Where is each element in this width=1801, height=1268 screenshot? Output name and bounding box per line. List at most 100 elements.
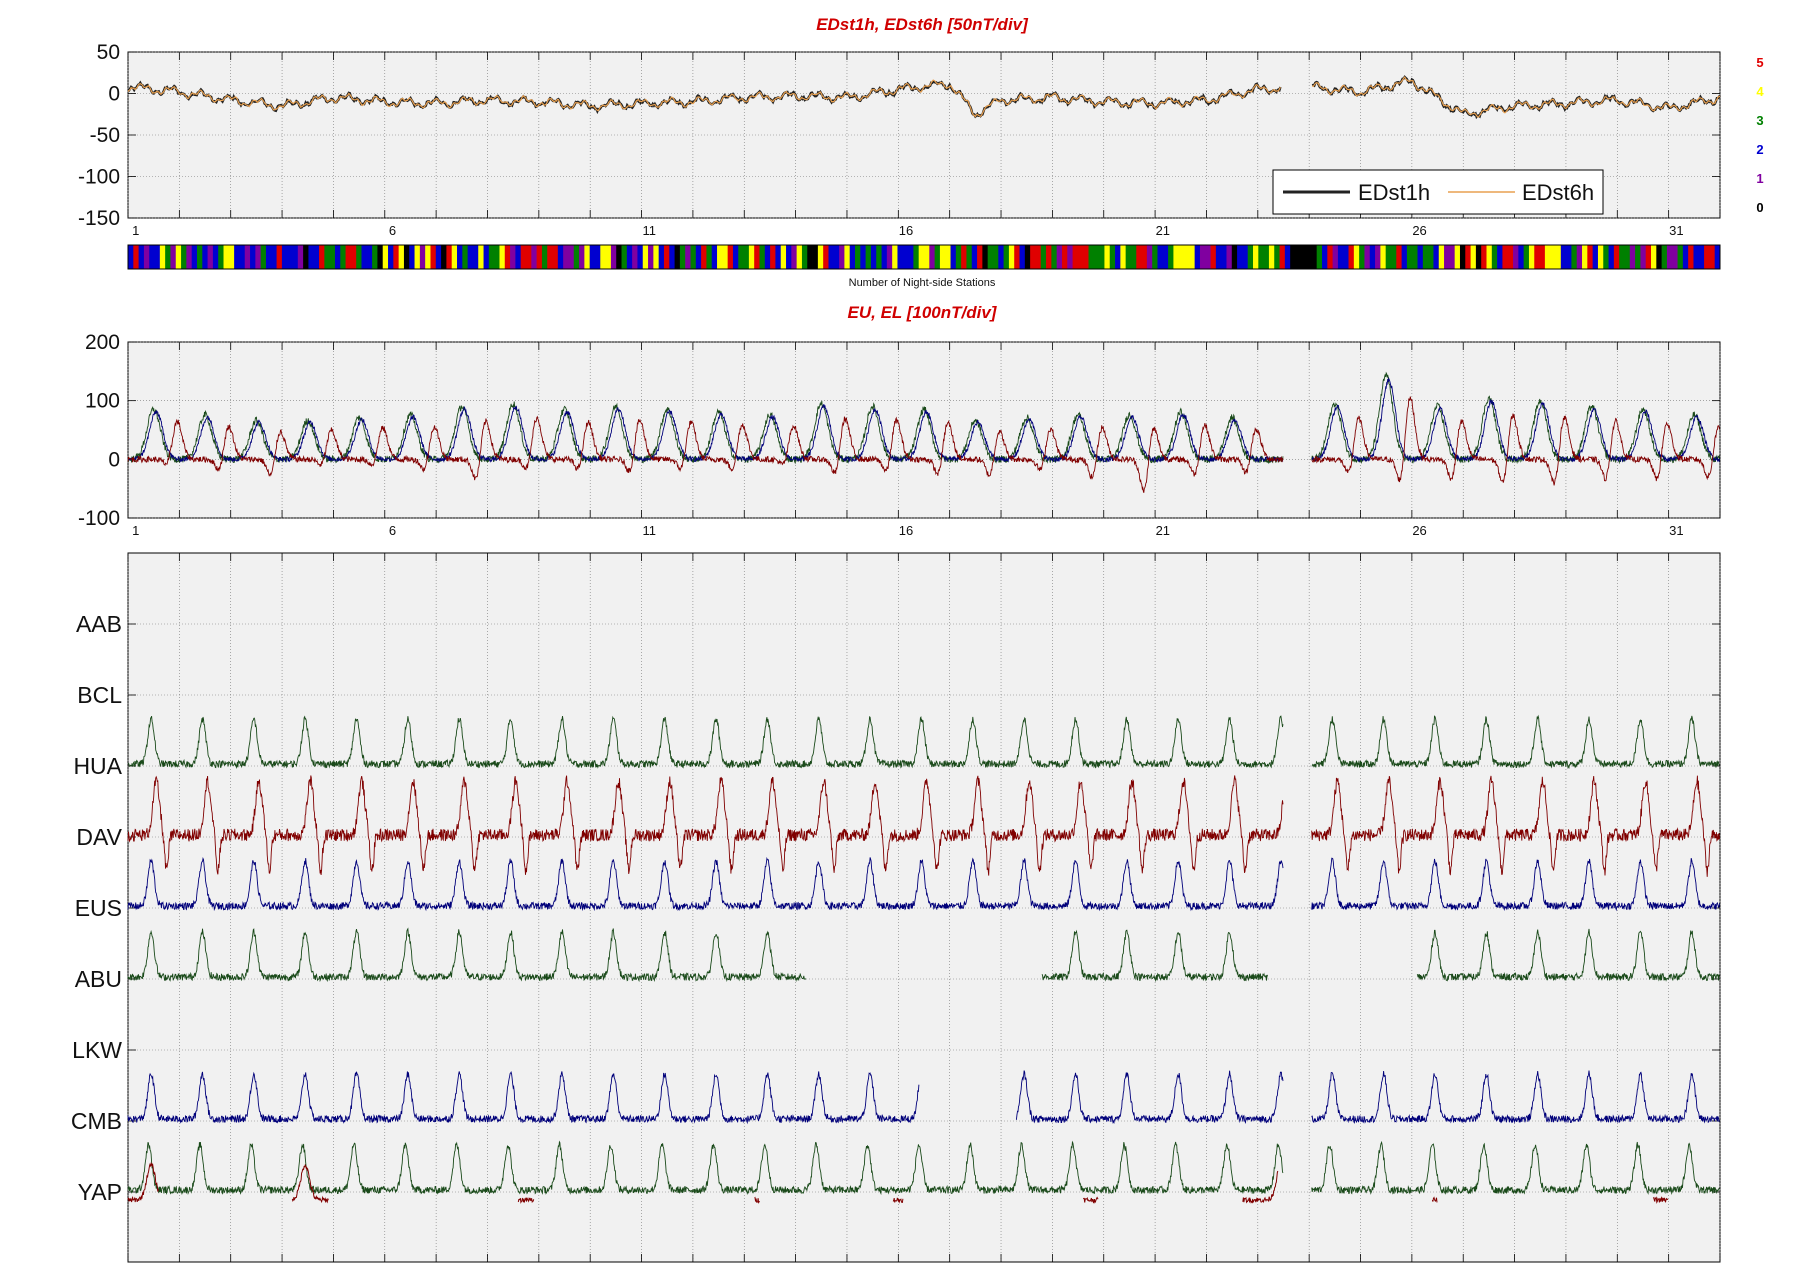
strip-cell bbox=[732, 245, 739, 269]
strip-cell bbox=[918, 245, 925, 269]
strip-cell bbox=[1651, 245, 1657, 269]
strip-cell bbox=[1375, 245, 1381, 269]
strip-cell bbox=[1040, 245, 1047, 269]
strip-cell bbox=[982, 245, 989, 269]
strip-cell bbox=[621, 245, 628, 269]
strip-cell bbox=[223, 245, 230, 269]
strip-cell bbox=[329, 245, 336, 269]
strip-cell bbox=[547, 245, 553, 269]
x-tick-label: 6 bbox=[389, 523, 396, 538]
strip-cell bbox=[945, 245, 951, 269]
strip-cell bbox=[1178, 245, 1185, 269]
strip-cell bbox=[748, 245, 755, 269]
station-label: EUS bbox=[75, 895, 122, 921]
strip-cell bbox=[738, 245, 744, 269]
strip-cell bbox=[1645, 245, 1652, 269]
strip-cell bbox=[1168, 245, 1174, 269]
strip-cell bbox=[143, 245, 150, 269]
strip-cell bbox=[361, 245, 368, 269]
strip-cell bbox=[281, 245, 288, 269]
strip-cell bbox=[265, 245, 272, 269]
strip-cell bbox=[1162, 245, 1169, 269]
strip-cell bbox=[1152, 245, 1158, 269]
strip-cell bbox=[1226, 245, 1233, 269]
strip-cell bbox=[1353, 245, 1360, 269]
x-tick-label: 26 bbox=[1412, 223, 1426, 238]
strip-cell bbox=[319, 245, 325, 269]
strip-cell bbox=[780, 245, 787, 269]
strip-cell bbox=[271, 245, 277, 269]
night-station-strip bbox=[127, 244, 1721, 270]
strip-cell bbox=[913, 245, 920, 269]
x-tick-label: 31 bbox=[1669, 223, 1683, 238]
strip-cell bbox=[403, 245, 410, 269]
strip-cell bbox=[584, 245, 591, 269]
strip-cell bbox=[175, 245, 182, 269]
strip-cell bbox=[1401, 245, 1408, 269]
strip-cell bbox=[1056, 245, 1063, 269]
strip-cell bbox=[1396, 245, 1402, 269]
strip-cell bbox=[1231, 245, 1238, 269]
strip-cell bbox=[1072, 245, 1079, 269]
strip-cell bbox=[234, 245, 240, 269]
strip-cell bbox=[154, 245, 161, 269]
strip-cell bbox=[626, 245, 633, 269]
station-trace-hua bbox=[127, 775, 1720, 877]
strip-cell bbox=[679, 245, 686, 269]
station-trace-bcl bbox=[127, 714, 1720, 770]
strip-cell bbox=[324, 245, 331, 269]
strip-cell bbox=[1470, 245, 1477, 269]
legend-edst6h: EDst6h bbox=[1522, 180, 1594, 205]
strip-frame bbox=[127, 244, 1721, 270]
station-label: HUA bbox=[73, 753, 122, 779]
strip-cell bbox=[430, 245, 437, 269]
strip-cell bbox=[1194, 245, 1201, 269]
strip-cell bbox=[1656, 245, 1663, 269]
strip-cell bbox=[1279, 245, 1286, 269]
strip-cell bbox=[297, 245, 304, 269]
station-label: AAB bbox=[76, 611, 122, 637]
strip-cell bbox=[149, 245, 155, 269]
strip-cell bbox=[1221, 245, 1227, 269]
eu-line-blue bbox=[127, 376, 1720, 464]
strip-cell bbox=[1141, 245, 1148, 269]
strip-cell bbox=[1184, 245, 1190, 269]
strip-cell bbox=[786, 245, 792, 269]
strip-cell bbox=[196, 245, 203, 269]
strip-cell bbox=[1024, 245, 1031, 269]
x-tick-label: 21 bbox=[1156, 223, 1170, 238]
station-trace-eus bbox=[127, 927, 1720, 983]
edst6h-line bbox=[127, 76, 1721, 118]
strip-cell bbox=[488, 245, 495, 269]
strip-cell bbox=[1497, 245, 1503, 269]
strip-cell bbox=[435, 245, 442, 269]
strip-cell bbox=[1385, 245, 1392, 269]
strip-cell bbox=[764, 245, 771, 269]
station-trace-yap bbox=[892, 1197, 904, 1204]
strip-cell bbox=[520, 245, 527, 269]
strip-cell bbox=[1688, 245, 1694, 269]
strip-cell bbox=[971, 245, 978, 269]
strip-cell bbox=[1083, 245, 1089, 269]
strip-cell bbox=[632, 245, 638, 269]
strip-cell bbox=[478, 245, 484, 269]
strip-cell bbox=[218, 245, 224, 269]
strip-cell bbox=[775, 245, 782, 269]
strip-cell bbox=[250, 245, 256, 269]
strip-cell bbox=[287, 245, 293, 269]
strip-cell bbox=[255, 245, 262, 269]
strip-cell bbox=[924, 245, 930, 269]
strip-cell bbox=[939, 245, 946, 269]
strip-cell bbox=[207, 245, 214, 269]
strip-cell bbox=[1507, 245, 1514, 269]
strip-cell bbox=[1406, 245, 1413, 269]
strip-cell bbox=[1513, 245, 1519, 269]
strip-cell bbox=[340, 245, 346, 269]
strip-cell bbox=[1173, 245, 1180, 269]
strip-cell bbox=[1704, 245, 1710, 269]
strip-cell bbox=[1189, 245, 1196, 269]
strip-cell bbox=[1008, 245, 1015, 269]
x-tick-label: 16 bbox=[899, 523, 913, 538]
eu-panel-title: EU, EL [100nT/div] bbox=[848, 303, 998, 322]
strip-cell bbox=[1332, 245, 1339, 269]
